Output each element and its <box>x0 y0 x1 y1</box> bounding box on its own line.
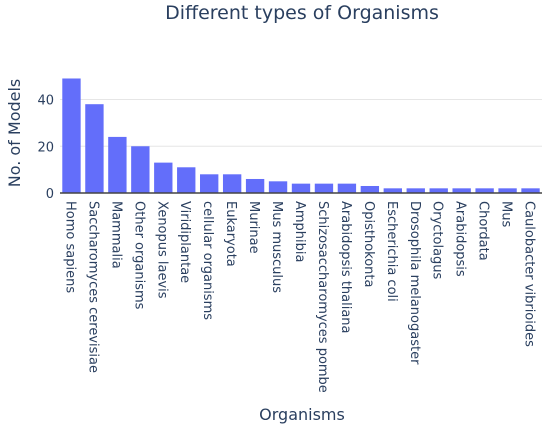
y-tick-label: 0 <box>46 187 54 202</box>
bar <box>200 174 219 193</box>
bar <box>337 183 357 193</box>
x-tick-label: cellular organisms <box>200 201 215 320</box>
x-tick-label: Homo sapiens <box>62 201 77 293</box>
bar <box>406 188 425 193</box>
x-tick-label: Oryctolagus <box>430 201 445 280</box>
bar <box>360 185 380 193</box>
bar <box>521 188 540 193</box>
x-tick-label: Escherichia coli <box>384 201 399 302</box>
x-tick-label: Mammalia <box>108 201 123 269</box>
y-tick-label: 40 <box>37 94 54 109</box>
x-tick-label: Arabidopsis <box>453 201 468 277</box>
x-tick-label: Chordata <box>476 201 491 261</box>
bar <box>154 162 173 193</box>
bar <box>383 188 402 193</box>
x-tick-labels: Homo sapiens Saccharomyces cerevisiae Mamm… <box>62 201 536 393</box>
x-tick-label: Mus <box>499 201 514 227</box>
bars <box>60 78 542 194</box>
bar <box>222 174 242 193</box>
bar <box>85 104 104 193</box>
gridlines <box>60 99 542 147</box>
bar <box>268 181 288 193</box>
bar <box>429 188 448 193</box>
bar <box>108 136 127 193</box>
y-axis-title: No. of Models <box>5 79 24 188</box>
bar <box>131 146 150 193</box>
bar <box>452 188 471 193</box>
x-tick-label: Viridiplantae <box>177 201 192 283</box>
x-tick-label: Opisthokonta <box>361 201 376 287</box>
x-tick-label: Amphibia <box>292 201 307 263</box>
x-tick-label: Mus musculus <box>269 201 284 293</box>
x-axis-title: Organisms <box>259 405 345 424</box>
x-tick-label: Other organisms <box>131 201 146 310</box>
x-tick-label: Saccharomyces cerevisiae <box>85 201 100 373</box>
x-tick-label: Xenopus laevis <box>154 201 169 299</box>
bar <box>314 183 334 193</box>
x-tick-label: Eukaryota <box>223 201 238 267</box>
x-tick-label: Schizosaccharomyces pombe <box>315 201 330 393</box>
chart-title: Different types of Organisms <box>165 2 439 24</box>
bar <box>475 188 494 193</box>
x-tick-label: Caulobacter vibrioides <box>522 201 537 347</box>
bar <box>498 188 517 193</box>
bar <box>177 167 196 193</box>
x-tick-label: Drosophila melanogaster <box>407 201 422 365</box>
x-tick-label: Arabidopsis thaliana <box>338 201 353 334</box>
y-tick-labels: 0 20 40 <box>37 94 54 202</box>
y-tick-label: 20 <box>37 140 54 155</box>
bar <box>245 178 265 193</box>
bar <box>62 78 81 193</box>
bar <box>291 183 311 193</box>
x-tick-label: Murinae <box>246 201 261 254</box>
